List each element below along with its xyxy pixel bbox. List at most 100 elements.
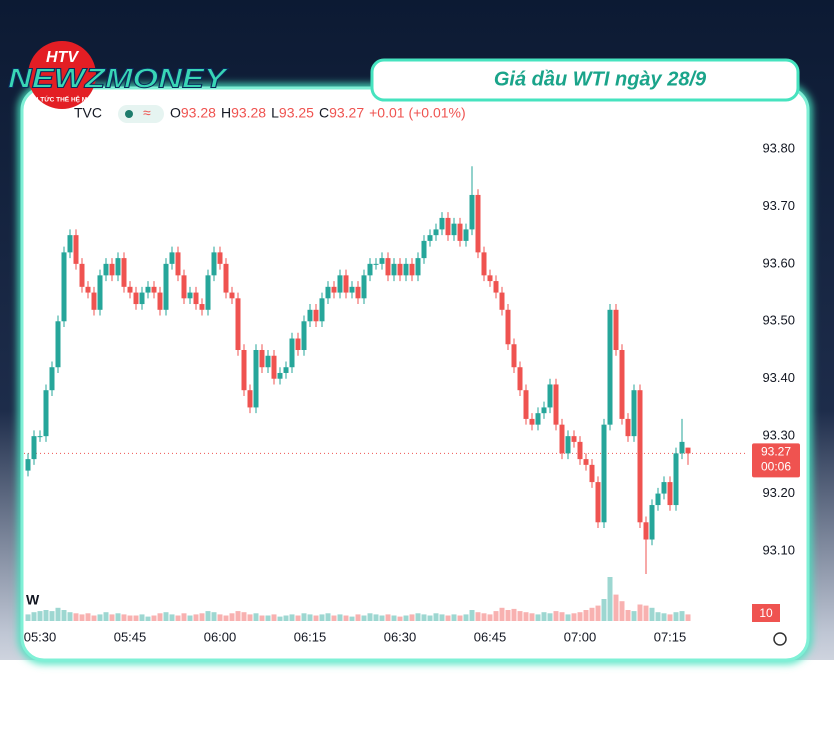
volume-bar xyxy=(85,613,91,621)
volume-bar xyxy=(451,614,457,621)
candle-body xyxy=(289,338,295,368)
volume-bar xyxy=(487,614,493,621)
volume-bar xyxy=(523,612,529,621)
candle-body xyxy=(175,252,181,276)
banner xyxy=(370,58,800,102)
volume-bar xyxy=(109,614,115,621)
volume-bar xyxy=(67,612,73,621)
candle-body xyxy=(259,350,265,368)
volume-bar xyxy=(271,614,277,621)
candle-body xyxy=(151,286,157,293)
candle-body xyxy=(463,229,469,241)
volume-bar xyxy=(385,614,391,621)
volume-bar xyxy=(415,613,421,621)
x-tick-label: 06:15 xyxy=(294,629,327,644)
volume-bar xyxy=(307,614,313,621)
candle-body xyxy=(373,263,379,265)
volume-bar xyxy=(199,613,205,621)
volume-bar xyxy=(637,604,643,621)
ohlc-value: 93.27 xyxy=(329,105,364,121)
candle-body xyxy=(529,418,535,425)
volume-bar xyxy=(367,613,373,621)
volume-bar xyxy=(43,610,49,621)
candle-body xyxy=(409,263,415,276)
candle-body xyxy=(109,263,115,276)
change: +0.01 (+0.01%) xyxy=(369,105,466,121)
candle-body xyxy=(541,407,547,414)
ohlc-label: L xyxy=(271,105,279,121)
y-tick-label: 93.10 xyxy=(762,542,795,557)
status-dot xyxy=(125,110,133,118)
volume-bar xyxy=(151,615,157,621)
candle-body xyxy=(535,413,541,425)
candle-body xyxy=(487,275,493,282)
volume-bar xyxy=(277,616,283,621)
volume-bar xyxy=(181,613,187,621)
candle-body xyxy=(295,338,301,350)
volume-bar xyxy=(217,614,223,621)
volume-bar xyxy=(577,612,583,621)
candle-body xyxy=(553,384,559,425)
candle-body xyxy=(55,321,61,368)
volume-bar xyxy=(205,611,211,621)
x-tick-label: 07:00 xyxy=(564,629,597,644)
volume-bar xyxy=(373,614,379,621)
volume-bar xyxy=(427,615,433,621)
candle-body xyxy=(655,493,661,506)
volume-bar xyxy=(541,612,547,621)
candle-body xyxy=(157,292,163,310)
candle-body xyxy=(91,292,97,310)
volume-bar xyxy=(607,577,613,621)
volume-last-box xyxy=(752,604,780,622)
candle-body xyxy=(271,355,277,379)
candle-body xyxy=(349,286,355,293)
volume-bar xyxy=(253,613,259,621)
y-tick-label: 93.40 xyxy=(762,370,795,385)
volume-bar xyxy=(391,615,397,621)
volume-bar xyxy=(331,615,337,621)
candle-body xyxy=(163,263,169,310)
candle-body xyxy=(199,304,205,310)
candle-body xyxy=(43,390,49,437)
candle-body xyxy=(685,447,691,454)
volume-bar xyxy=(169,614,175,621)
volume-bar xyxy=(235,611,241,621)
countdown-label: 00:06 xyxy=(761,460,791,474)
settings-icon[interactable] xyxy=(773,632,787,646)
volume-bar xyxy=(37,611,43,621)
ohlc-label: O xyxy=(170,105,181,121)
candle-body xyxy=(79,263,85,287)
candle-body xyxy=(565,436,571,454)
candle-body xyxy=(331,286,337,293)
candle-body xyxy=(61,252,67,322)
volume-bar xyxy=(679,611,685,621)
volume-bar xyxy=(505,610,511,621)
ohlc-value: 93.28 xyxy=(181,105,216,121)
candle-body xyxy=(247,390,253,408)
candle-body xyxy=(241,350,247,391)
volume-bar xyxy=(133,615,139,621)
candle-body xyxy=(499,292,505,310)
candle-body xyxy=(559,424,565,454)
volume-bar xyxy=(661,613,667,621)
volume-bar xyxy=(31,612,37,621)
volume-bar xyxy=(259,615,265,621)
candle-body xyxy=(571,436,577,442)
bottom-area xyxy=(0,660,834,745)
candle-body xyxy=(601,424,607,523)
volume-bar xyxy=(463,614,469,621)
candle-body xyxy=(583,459,589,465)
candle-body xyxy=(481,252,487,276)
status-icon: ≈ xyxy=(143,105,151,121)
volume-bar xyxy=(25,614,31,621)
candle-body xyxy=(637,390,643,523)
candle-body xyxy=(595,482,601,523)
plot: 93.10 93.20 93.30 93.40 93.50 93.60 93.70 93.80… xyxy=(24,140,800,644)
x-tick-label: 06:45 xyxy=(474,629,507,644)
candle-body xyxy=(337,275,343,293)
candle-body xyxy=(661,482,667,494)
y-tick-label: 93.30 xyxy=(762,428,795,443)
candle-body xyxy=(31,436,37,460)
volume-bar xyxy=(283,615,289,621)
candle-body xyxy=(415,258,421,276)
